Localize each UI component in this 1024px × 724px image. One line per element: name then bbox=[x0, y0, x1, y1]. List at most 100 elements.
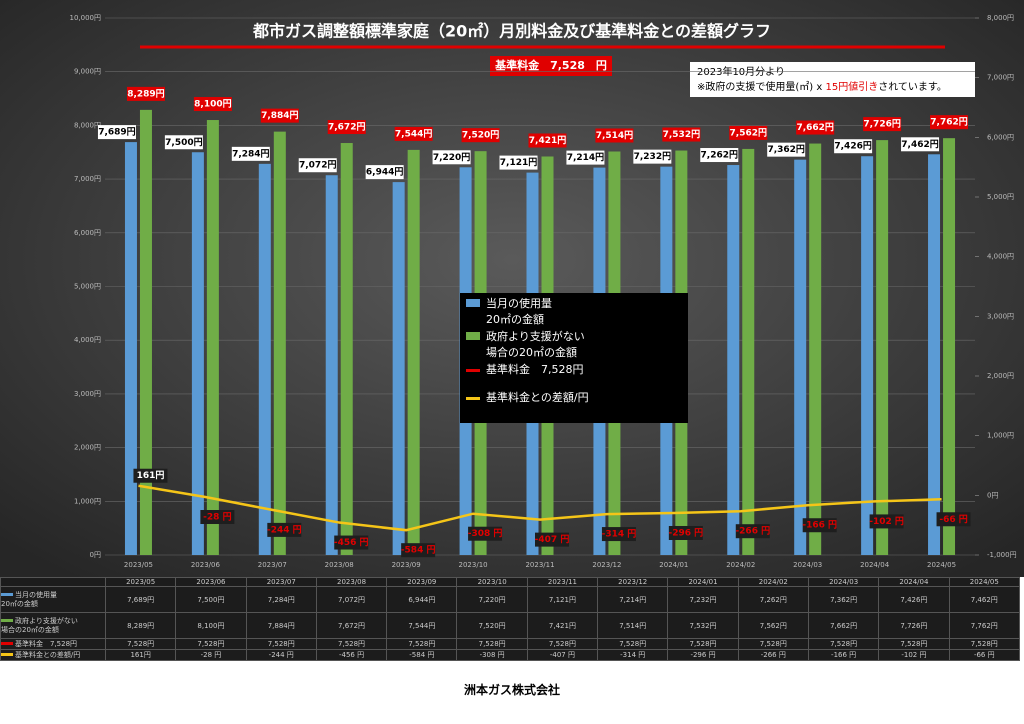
table-row-name: 政府より支援がない 場合の20㎡の金額 bbox=[1, 616, 78, 634]
table-header-cell: 2023/12 bbox=[597, 577, 669, 587]
table-cell: -584 円 bbox=[386, 649, 458, 661]
data-label-box bbox=[200, 510, 235, 525]
legend-label: 当月の使用量 20㎡の金額 bbox=[486, 297, 552, 326]
y-tick-label: 9,000円 bbox=[74, 68, 101, 76]
bar bbox=[340, 143, 353, 555]
data-label: 7,214円 bbox=[567, 152, 604, 163]
data-label: -308 円 bbox=[468, 528, 503, 539]
y-tick-label: 8,000円 bbox=[74, 121, 101, 129]
table-cell: -66 円 bbox=[948, 649, 1021, 661]
data-label-box bbox=[901, 137, 940, 152]
data-label-box bbox=[863, 117, 902, 132]
data-label: 6,944円 bbox=[366, 167, 403, 178]
table-swatch bbox=[1, 593, 13, 596]
data-label: 7,544円 bbox=[395, 128, 432, 139]
data-label: 7,726円 bbox=[863, 119, 900, 130]
data-label-box bbox=[401, 543, 436, 558]
table-cell: 7,072円 bbox=[315, 586, 388, 613]
note-line: ※政府の支援で使用量(㎡) x 15円値引きされています。 bbox=[697, 80, 947, 93]
table-cell: -296 円 bbox=[667, 649, 739, 661]
data-label-box bbox=[133, 468, 168, 483]
x-tick-label: 2023/11 bbox=[525, 561, 554, 569]
y-tick-label: 10,000円 bbox=[70, 14, 102, 22]
data-label-box bbox=[601, 527, 636, 542]
data-table: 2023/05 2023/06 2023/07 2023/08 2023/09 2023/… bbox=[0, 577, 1021, 661]
y-tick-label: 1,000円 bbox=[74, 497, 101, 505]
y-tick-label: 5,000円 bbox=[74, 283, 101, 291]
data-label: 7,662円 bbox=[796, 122, 833, 133]
table-corner bbox=[0, 577, 106, 587]
bar bbox=[943, 138, 956, 555]
y2-tick-label: 0円 bbox=[987, 491, 998, 499]
y-tick-label: 6,000円 bbox=[74, 229, 101, 237]
data-label: -28 円 bbox=[203, 512, 231, 523]
x-tick-label: 2023/05 bbox=[124, 561, 153, 569]
y2-tick-label: 5,000円 bbox=[987, 193, 1014, 201]
table-header-cell: 2023/06 bbox=[175, 577, 247, 587]
data-label: -296 円 bbox=[669, 527, 704, 538]
table-header-cell: 2024/01 bbox=[667, 577, 739, 587]
data-label-box bbox=[394, 126, 433, 141]
table-cell: -166 円 bbox=[807, 649, 880, 661]
data-label-box bbox=[767, 142, 806, 157]
legend-entry: 政府より支援がない 場合の20㎡の金額 bbox=[466, 329, 682, 361]
table-cell: 7,426円 bbox=[878, 586, 950, 613]
data-label-box bbox=[97, 125, 136, 140]
x-tick-label: 2024/03 bbox=[793, 561, 822, 569]
table-cell: 7,528円 bbox=[386, 638, 458, 650]
x-tick-label: 2024/01 bbox=[659, 561, 688, 569]
y-tick-label: 4,000円 bbox=[74, 336, 101, 344]
y-tick-label: 2,000円 bbox=[74, 444, 101, 452]
data-label: 8,289円 bbox=[127, 88, 164, 99]
data-label: -66 円 bbox=[939, 514, 967, 525]
table-cell: 7,284円 bbox=[245, 586, 317, 613]
x-tick-label: 2023/08 bbox=[325, 561, 354, 569]
data-label: -584 円 bbox=[401, 545, 436, 556]
table-cell: 7,520円 bbox=[456, 612, 528, 639]
data-label-box bbox=[930, 115, 969, 130]
x-tick-label: 2024/04 bbox=[860, 561, 890, 569]
y2-tick-label: 8,000円 bbox=[987, 14, 1014, 22]
legend-swatch bbox=[466, 332, 480, 340]
table-row-label: 政府より支援がない 場合の20㎡の金額 bbox=[0, 612, 106, 639]
legend-entry: 基準料金 7,528円 bbox=[466, 362, 682, 378]
bar bbox=[407, 149, 420, 555]
legend-label: 政府より支援がない 場合の20㎡の金額 bbox=[486, 330, 585, 359]
table-cell: -456 円 bbox=[315, 649, 388, 661]
table-cell: 6,944円 bbox=[386, 586, 458, 613]
legend-entry: 当月の使用量 20㎡の金額 bbox=[466, 296, 682, 328]
data-label: 7,532円 bbox=[663, 129, 700, 140]
table-cell: -314 円 bbox=[597, 649, 669, 661]
legend-label: 基準料金との差額/円 bbox=[486, 391, 589, 404]
x-tick-label: 2023/10 bbox=[459, 561, 488, 569]
data-label: 7,462円 bbox=[901, 139, 938, 150]
legend-spacer bbox=[466, 379, 682, 389]
table-row: 当月の使用量 20㎡の金額 7,689円 7,500円 7,284円 7,072円 6,9… bbox=[0, 586, 1021, 613]
table-header-cell: 2023/11 bbox=[526, 577, 599, 587]
chart-title: 都市ガス調整額標準家庭（20㎡）月別料金及び基準料金との差額グラフ bbox=[252, 22, 771, 41]
data-label: -314 円 bbox=[602, 529, 637, 540]
table-cell: 7,362円 bbox=[807, 586, 880, 613]
data-label: 7,362円 bbox=[767, 144, 804, 155]
table-cell: 7,214円 bbox=[597, 586, 669, 613]
data-label: 7,884円 bbox=[261, 110, 298, 121]
table-cell: 7,884円 bbox=[245, 612, 317, 639]
data-label-box bbox=[334, 535, 369, 550]
table-cell: 7,528円 bbox=[737, 638, 809, 650]
data-label-box bbox=[193, 97, 232, 112]
legend-label: 基準料金 7,528円 bbox=[486, 363, 584, 376]
data-label-box bbox=[566, 150, 605, 165]
data-label-box bbox=[327, 120, 366, 135]
data-label-box bbox=[267, 522, 302, 537]
table-cell: 8,289円 bbox=[104, 612, 177, 639]
data-label: -102 円 bbox=[869, 516, 904, 527]
data-label: 7,232円 bbox=[634, 151, 671, 162]
line bbox=[138, 484, 942, 532]
table-cell: -266 円 bbox=[737, 649, 809, 661]
data-label: 7,500円 bbox=[165, 137, 202, 148]
table-header-cell: 2023/09 bbox=[386, 577, 458, 587]
x-tick-label: 2024/05 bbox=[927, 561, 956, 569]
bar bbox=[742, 148, 755, 555]
data-label: 7,689円 bbox=[98, 127, 135, 138]
data-label: 161円 bbox=[137, 470, 165, 481]
